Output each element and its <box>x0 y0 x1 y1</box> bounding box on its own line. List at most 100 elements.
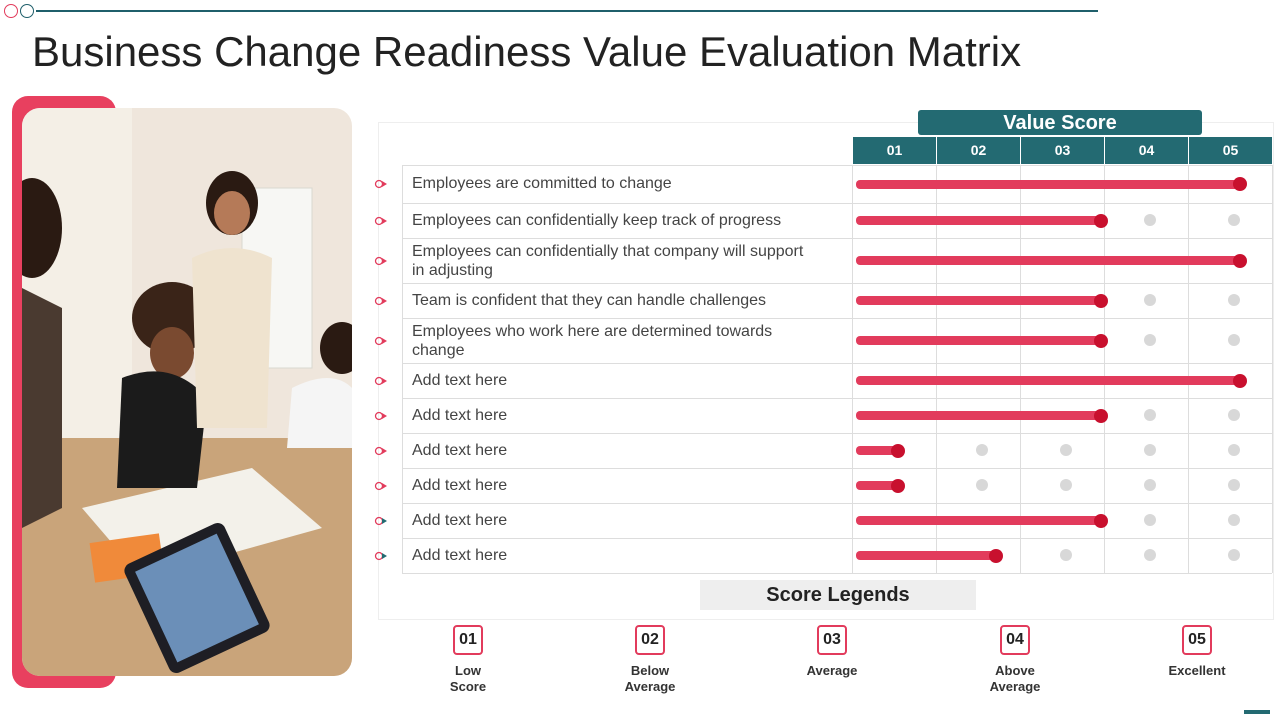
empty-score-dot <box>1144 443 1156 456</box>
row-divider <box>402 468 1272 469</box>
empty-score-dot <box>1144 548 1156 561</box>
row-divider <box>402 318 1272 319</box>
legend-item-04: 04 Above Average <box>955 625 1075 695</box>
score-bar <box>856 446 898 455</box>
legend-number-box: 05 <box>1182 625 1212 655</box>
legend-number-box: 01 <box>453 625 483 655</box>
value-score-column-04: 04 <box>1105 137 1189 164</box>
row-bullet-icon <box>374 216 387 225</box>
score-marker <box>1233 373 1247 388</box>
score-bar <box>856 551 996 560</box>
criterion-label: Add text here <box>412 371 508 389</box>
score-marker <box>1094 213 1108 228</box>
row-bullet-icon <box>374 336 387 345</box>
empty-score-dot <box>1228 213 1240 226</box>
empty-score-dot <box>1060 548 1072 561</box>
row-divider <box>402 433 1272 434</box>
score-marker <box>989 548 1003 563</box>
top-divider <box>36 10 1098 12</box>
value-score-column-05: 05 <box>1189 137 1273 164</box>
score-marker <box>1094 408 1108 423</box>
empty-score-dot <box>1144 213 1156 226</box>
empty-score-dot <box>1144 333 1156 346</box>
empty-score-dot <box>1228 333 1240 346</box>
score-marker <box>891 443 905 458</box>
score-bar <box>856 481 898 490</box>
empty-score-dot <box>1228 513 1240 526</box>
row-bullet-icon <box>374 551 387 560</box>
column-divider <box>1104 165 1105 573</box>
row-divider <box>402 203 1272 204</box>
row-bullet-icon <box>374 446 387 455</box>
legend-item-03: 03 Average <box>772 625 892 679</box>
score-bar <box>856 516 1101 525</box>
score-bar <box>856 296 1101 305</box>
score-marker <box>1233 177 1247 191</box>
value-score-column-02: 02 <box>937 137 1021 164</box>
score-marker <box>1233 253 1247 268</box>
row-divider <box>402 363 1272 364</box>
value-score-header: Value Score <box>918 110 1202 135</box>
empty-score-dot <box>976 478 988 491</box>
criterion-label: Add text here <box>412 476 508 494</box>
criterion-label: Add text here <box>412 441 508 459</box>
score-bar <box>856 216 1101 225</box>
empty-score-dot <box>1144 408 1156 421</box>
empty-score-dot <box>1144 293 1156 306</box>
criterion-label: Employees who work here are determined t… <box>412 322 773 359</box>
value-score-column-03: 03 <box>1021 137 1105 164</box>
empty-score-dot <box>1144 513 1156 526</box>
score-marker <box>1094 333 1108 348</box>
criterion-label: Add text here <box>412 406 508 424</box>
row-bullet-icon <box>374 296 387 305</box>
team-meeting-photo <box>22 108 352 676</box>
row-bullet-icon <box>374 481 387 490</box>
legend-item-02: 02 Below Average <box>590 625 710 695</box>
decor-circle-red <box>4 4 18 18</box>
criterion-label: Employees can confidentially keep track … <box>412 211 782 229</box>
legend-text: Average <box>806 663 858 678</box>
empty-score-dot <box>1228 408 1240 421</box>
row-bullet-icon <box>374 376 387 385</box>
legend-text: Below Average <box>624 663 676 694</box>
score-bar <box>856 336 1101 345</box>
row-divider <box>402 503 1272 504</box>
legend-number-box: 04 <box>1000 625 1030 655</box>
empty-score-dot <box>1228 293 1240 306</box>
row-divider <box>402 573 1272 574</box>
criterion-label: Employees can confidentially that compan… <box>412 242 804 279</box>
column-divider <box>936 165 937 573</box>
score-marker <box>891 478 905 493</box>
score-legends-title: Score Legends <box>700 580 976 610</box>
empty-score-dot <box>976 443 988 456</box>
criterion-label: Add text here <box>412 546 508 564</box>
column-divider <box>1188 165 1189 573</box>
score-bar <box>856 256 1240 265</box>
score-marker <box>1094 513 1108 528</box>
corner-accent <box>1244 710 1270 714</box>
score-bar <box>856 376 1240 385</box>
column-divider <box>1272 165 1273 573</box>
criterion-label: Team is confident that they can handle c… <box>412 291 767 309</box>
legend-item-01: 01 Low Score <box>408 625 528 695</box>
row-bullet-icon <box>374 179 387 189</box>
row-divider <box>402 283 1272 284</box>
row-bullet-icon <box>374 516 387 525</box>
score-bar <box>856 179 1240 189</box>
empty-score-dot <box>1060 478 1072 491</box>
legend-text: Low Score <box>449 663 487 694</box>
row-bullet-icon <box>374 256 387 265</box>
legend-text: Excellent <box>1168 663 1226 678</box>
legend-item-05: 05 Excellent <box>1137 625 1257 679</box>
empty-score-dot <box>1228 548 1240 561</box>
legend-text: Above Average <box>989 663 1041 694</box>
slide-title: Business Change Readiness Value Evaluati… <box>32 28 1022 75</box>
legend-number-box: 03 <box>817 625 847 655</box>
value-score-column-01: 01 <box>853 137 937 164</box>
empty-score-dot <box>1060 443 1072 456</box>
row-divider <box>402 165 1272 166</box>
score-bar <box>856 411 1101 420</box>
row-divider <box>402 238 1272 239</box>
column-divider <box>1020 165 1021 573</box>
column-divider <box>402 165 403 573</box>
